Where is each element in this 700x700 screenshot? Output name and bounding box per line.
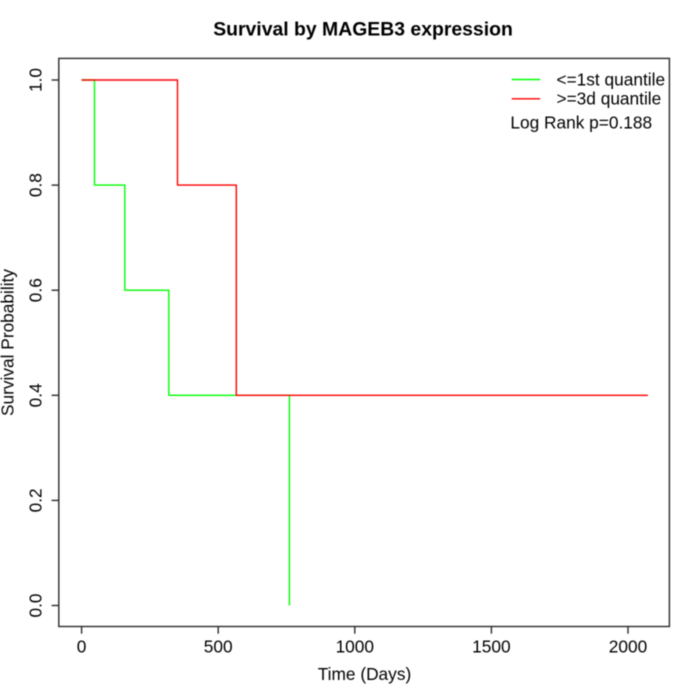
- svg-text:Log Rank p=0.188: Log Rank p=0.188: [510, 113, 652, 133]
- svg-text:<=1st quantile: <=1st quantile: [557, 69, 666, 89]
- svg-text:1.0: 1.0: [26, 68, 46, 92]
- svg-text:>=3d quantile: >=3d quantile: [557, 89, 662, 109]
- svg-text:Survival by MAGEB3 expression: Survival by MAGEB3 expression: [213, 19, 513, 41]
- svg-text:0.4: 0.4: [26, 383, 46, 407]
- svg-text:500: 500: [204, 636, 233, 656]
- svg-text:Time (Days): Time (Days): [318, 664, 411, 684]
- svg-text:0: 0: [77, 636, 87, 656]
- svg-text:0.6: 0.6: [26, 278, 46, 302]
- svg-text:0.0: 0.0: [26, 593, 46, 617]
- svg-text:1500: 1500: [472, 636, 510, 656]
- svg-text:0.2: 0.2: [26, 488, 46, 512]
- svg-text:Survival Probability: Survival Probability: [0, 269, 17, 416]
- svg-text:1000: 1000: [336, 636, 374, 656]
- svg-text:2000: 2000: [609, 636, 647, 656]
- svg-text:0.8: 0.8: [26, 173, 46, 197]
